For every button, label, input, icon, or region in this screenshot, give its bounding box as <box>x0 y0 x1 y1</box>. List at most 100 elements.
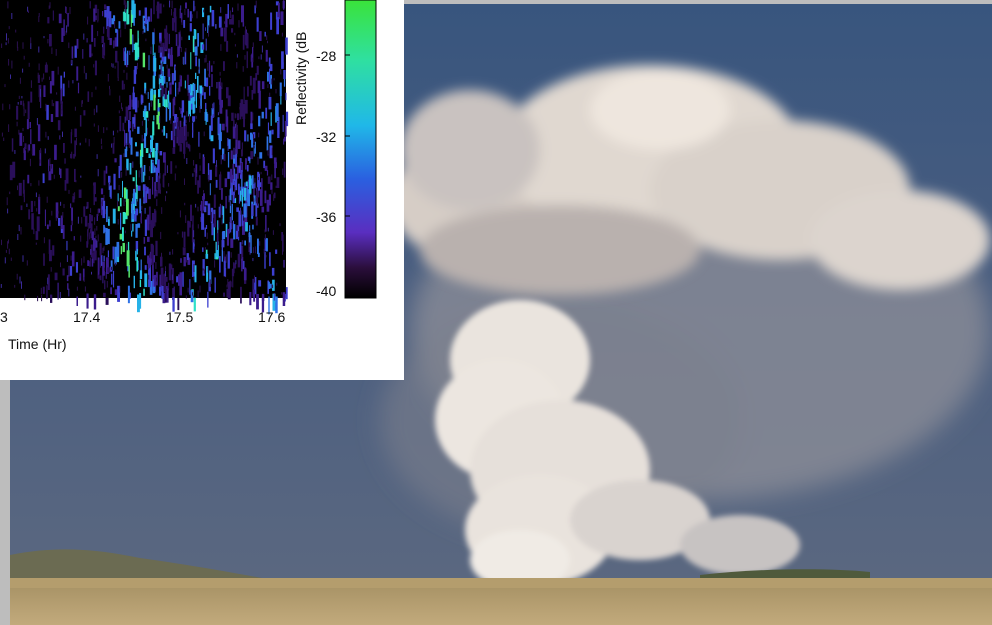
heatmap-cell <box>247 134 249 142</box>
heatmap-cell <box>4 84 6 88</box>
heatmap-cell <box>23 103 25 110</box>
heatmap-cell <box>163 274 167 292</box>
heatmap-cell <box>148 274 150 280</box>
heatmap-cell <box>105 297 109 305</box>
heatmap-cell <box>223 153 226 161</box>
heatmap-cell <box>163 152 166 163</box>
heatmap-cell <box>141 206 143 210</box>
heatmap-cell <box>147 214 150 231</box>
heatmap-cell <box>101 36 104 44</box>
heatmap-cell <box>279 82 282 97</box>
heatmap-cell <box>269 132 272 136</box>
heatmap-cell <box>207 203 211 216</box>
heatmap-cell <box>221 231 224 248</box>
heatmap-cell <box>183 136 186 154</box>
heatmap-cell <box>241 149 242 157</box>
heatmap-cell <box>161 207 163 214</box>
heatmap-cell <box>47 277 49 285</box>
heatmap-cell <box>76 38 79 49</box>
heatmap-cell <box>90 249 92 255</box>
heatmap-cell <box>156 271 158 286</box>
heatmap-cell <box>140 95 144 103</box>
heatmap-cell <box>235 123 236 128</box>
heatmap-cell <box>8 239 9 244</box>
heatmap-cell <box>218 16 222 28</box>
heatmap-cell <box>265 215 267 232</box>
heatmap-cell <box>112 130 114 136</box>
heatmap-cell <box>250 111 253 128</box>
heatmap-cell <box>165 25 168 38</box>
heatmap-cell <box>270 182 273 190</box>
heatmap-cell <box>207 242 209 246</box>
heatmap-cell <box>233 147 235 159</box>
heatmap-cell <box>204 247 206 250</box>
heatmap-cell <box>143 171 145 182</box>
heatmap-cell <box>39 150 42 166</box>
heatmap-cell <box>120 246 122 255</box>
heatmap-cell <box>132 86 135 98</box>
heatmap-cell <box>183 128 185 136</box>
heatmap-cell <box>211 223 214 236</box>
heatmap-cell <box>139 279 142 287</box>
heatmap-cell <box>242 22 245 27</box>
heatmap-cell <box>103 255 105 262</box>
heatmap-cell <box>155 240 158 256</box>
heatmap-cell <box>57 66 59 75</box>
heatmap-cell <box>26 119 29 130</box>
heatmap-cell <box>187 287 189 293</box>
heatmap-cell <box>154 189 158 197</box>
heatmap-cell <box>184 124 187 141</box>
heatmap-cell <box>20 227 22 235</box>
heatmap-cell <box>48 239 51 254</box>
heatmap-cell <box>173 96 176 106</box>
heatmap-cell <box>121 172 123 178</box>
heatmap-cell <box>252 57 254 63</box>
heatmap-cell <box>159 173 161 179</box>
heatmap-cell <box>66 240 68 251</box>
heatmap-cell <box>264 190 267 204</box>
heatmap-cell <box>87 229 89 237</box>
heatmap-cell <box>285 37 288 55</box>
heatmap-cell <box>202 156 205 174</box>
heatmap-cell <box>168 33 170 45</box>
heatmap-cell <box>49 81 52 94</box>
heatmap-cell <box>67 283 69 290</box>
heatmap-cell <box>254 280 256 294</box>
heatmap-cell <box>112 63 114 68</box>
heatmap-cell <box>129 50 131 55</box>
heatmap-cell <box>83 110 86 116</box>
heatmap-cell <box>161 129 163 133</box>
heatmap-cell <box>275 89 277 94</box>
heatmap-cell <box>172 297 175 312</box>
heatmap-cell <box>233 119 235 127</box>
heatmap-cell <box>244 240 246 246</box>
heatmap-cell <box>212 148 215 164</box>
heatmap-cell <box>6 33 7 41</box>
heatmap-cell <box>111 273 113 285</box>
heatmap-cell <box>188 100 191 117</box>
x-tick-label: 17.6 <box>258 309 285 325</box>
heatmap-cell <box>187 89 189 96</box>
heatmap-cell <box>39 159 41 164</box>
heatmap-cell <box>218 137 222 150</box>
heatmap-cell <box>198 58 200 74</box>
heatmap-cell <box>60 168 62 179</box>
heatmap-cell <box>126 158 129 171</box>
heatmap-cell <box>8 26 10 30</box>
heatmap-cell <box>59 167 61 175</box>
heatmap-cell <box>193 249 195 254</box>
heatmap-cell <box>181 36 183 41</box>
heatmap-cell <box>7 1 9 9</box>
heatmap-cell <box>146 27 147 30</box>
heatmap-cell <box>126 198 129 216</box>
heatmap-cell <box>87 260 90 266</box>
heatmap-cell <box>153 28 155 33</box>
heatmap-cell <box>100 138 102 145</box>
heatmap-cell <box>102 44 103 48</box>
heatmap-cell <box>210 135 214 142</box>
heatmap-cell <box>211 108 214 118</box>
heatmap-cell <box>196 11 198 19</box>
heatmap-cell <box>29 122 31 129</box>
heatmap-cell <box>46 285 48 300</box>
heatmap-cell <box>140 156 142 166</box>
